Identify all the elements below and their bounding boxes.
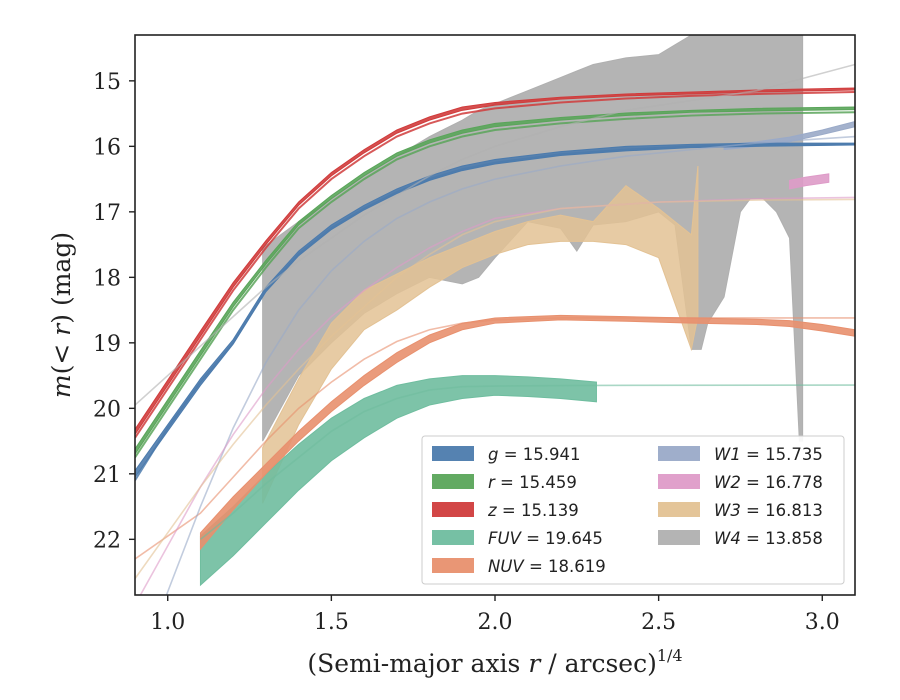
y-tick-label: 22: [93, 528, 121, 553]
x-axis-label: (Semi-major axis r / arcsec)1/4: [307, 646, 682, 678]
legend-swatch-fuv: [432, 530, 474, 545]
y-tick-label: 17: [93, 201, 121, 226]
data-band-w3: [262, 165, 699, 504]
legend-label-w3: W3 = 16.813: [714, 501, 823, 520]
data-band-r: [135, 106, 855, 456]
x-tick-label: 2.0: [478, 610, 513, 635]
x-axis-label-var: r: [528, 649, 542, 678]
x-tick-label: 2.5: [641, 610, 676, 635]
model-curve-w4: [135, 63, 855, 406]
y-axis-label: m(< r) (mag): [47, 232, 76, 398]
data-band-w2: [789, 173, 830, 190]
legend-swatch-w2: [658, 474, 700, 489]
legend-swatch-z: [432, 502, 474, 517]
model-curves: [135, 63, 855, 595]
y-tick-label: 21: [93, 463, 121, 488]
legend-label-nuv: NUV = 18.619: [488, 557, 606, 576]
model-curve-g: [135, 143, 855, 481]
data-band-nuv: [199, 314, 855, 551]
x-axis-label-text: (Semi-major axis: [307, 649, 528, 678]
legend-swatch-r: [432, 474, 474, 489]
y-axis-ticks: 15 16 17 18 19 20 21 22: [93, 70, 135, 553]
x-tick-label: 1.0: [150, 610, 185, 635]
x-axis-label-exponent: 1/4: [657, 646, 683, 665]
y-axis-label-unit: ) (mag): [47, 232, 76, 324]
y-tick-label: 15: [93, 70, 121, 95]
legend-swatch-nuv: [432, 558, 474, 573]
model-curve-z: [135, 90, 855, 439]
legend-frame: [421, 435, 845, 585]
model-curve-w3: [135, 198, 855, 580]
legend: g = 15.941 r = 15.459 z = 15.139 FUV = 19.6…: [421, 435, 845, 585]
y-tick-label: 20: [93, 397, 121, 422]
x-axis-ticks: 1.0 1.5 2.0 2.5 3.0: [150, 595, 840, 635]
legend-label-z: z = 15.139: [487, 501, 579, 520]
y-tick-label: 16: [93, 135, 121, 160]
data-band-z: [135, 87, 855, 436]
legend-label-w2: W2 = 16.778: [714, 473, 823, 492]
model-curve-nuv: [135, 317, 855, 560]
model-curve-w1: [165, 135, 855, 595]
legend-label-fuv: FUV = 19.645: [488, 529, 603, 548]
y-axis-label-var: m: [47, 374, 76, 398]
y-tick-label: 19: [93, 332, 121, 357]
data-bands: [135, 35, 855, 587]
legend-swatch-w4: [658, 530, 700, 545]
legend-label-r: r = 15.459: [488, 473, 577, 492]
x-tick-label: 1.5: [314, 610, 349, 635]
data-band-fuv: [199, 375, 597, 587]
legend-swatch-w1: [658, 446, 700, 461]
legend-swatch-g: [432, 446, 474, 461]
legend-label-w4: W4 = 13.858: [714, 529, 823, 548]
y-axis-label-r: r: [47, 322, 76, 336]
y-tick-label: 18: [93, 266, 121, 291]
legend-label-w1: W1 = 15.735: [714, 445, 823, 464]
model-curve-fuv: [199, 384, 855, 540]
x-axis-label-unit: / arcsec): [540, 649, 657, 678]
legend-swatch-w3: [658, 502, 700, 517]
x-tick-label: 3.0: [805, 610, 840, 635]
y-axis-label-paren: (<: [47, 336, 76, 375]
legend-label-g: g = 15.941: [488, 445, 581, 464]
